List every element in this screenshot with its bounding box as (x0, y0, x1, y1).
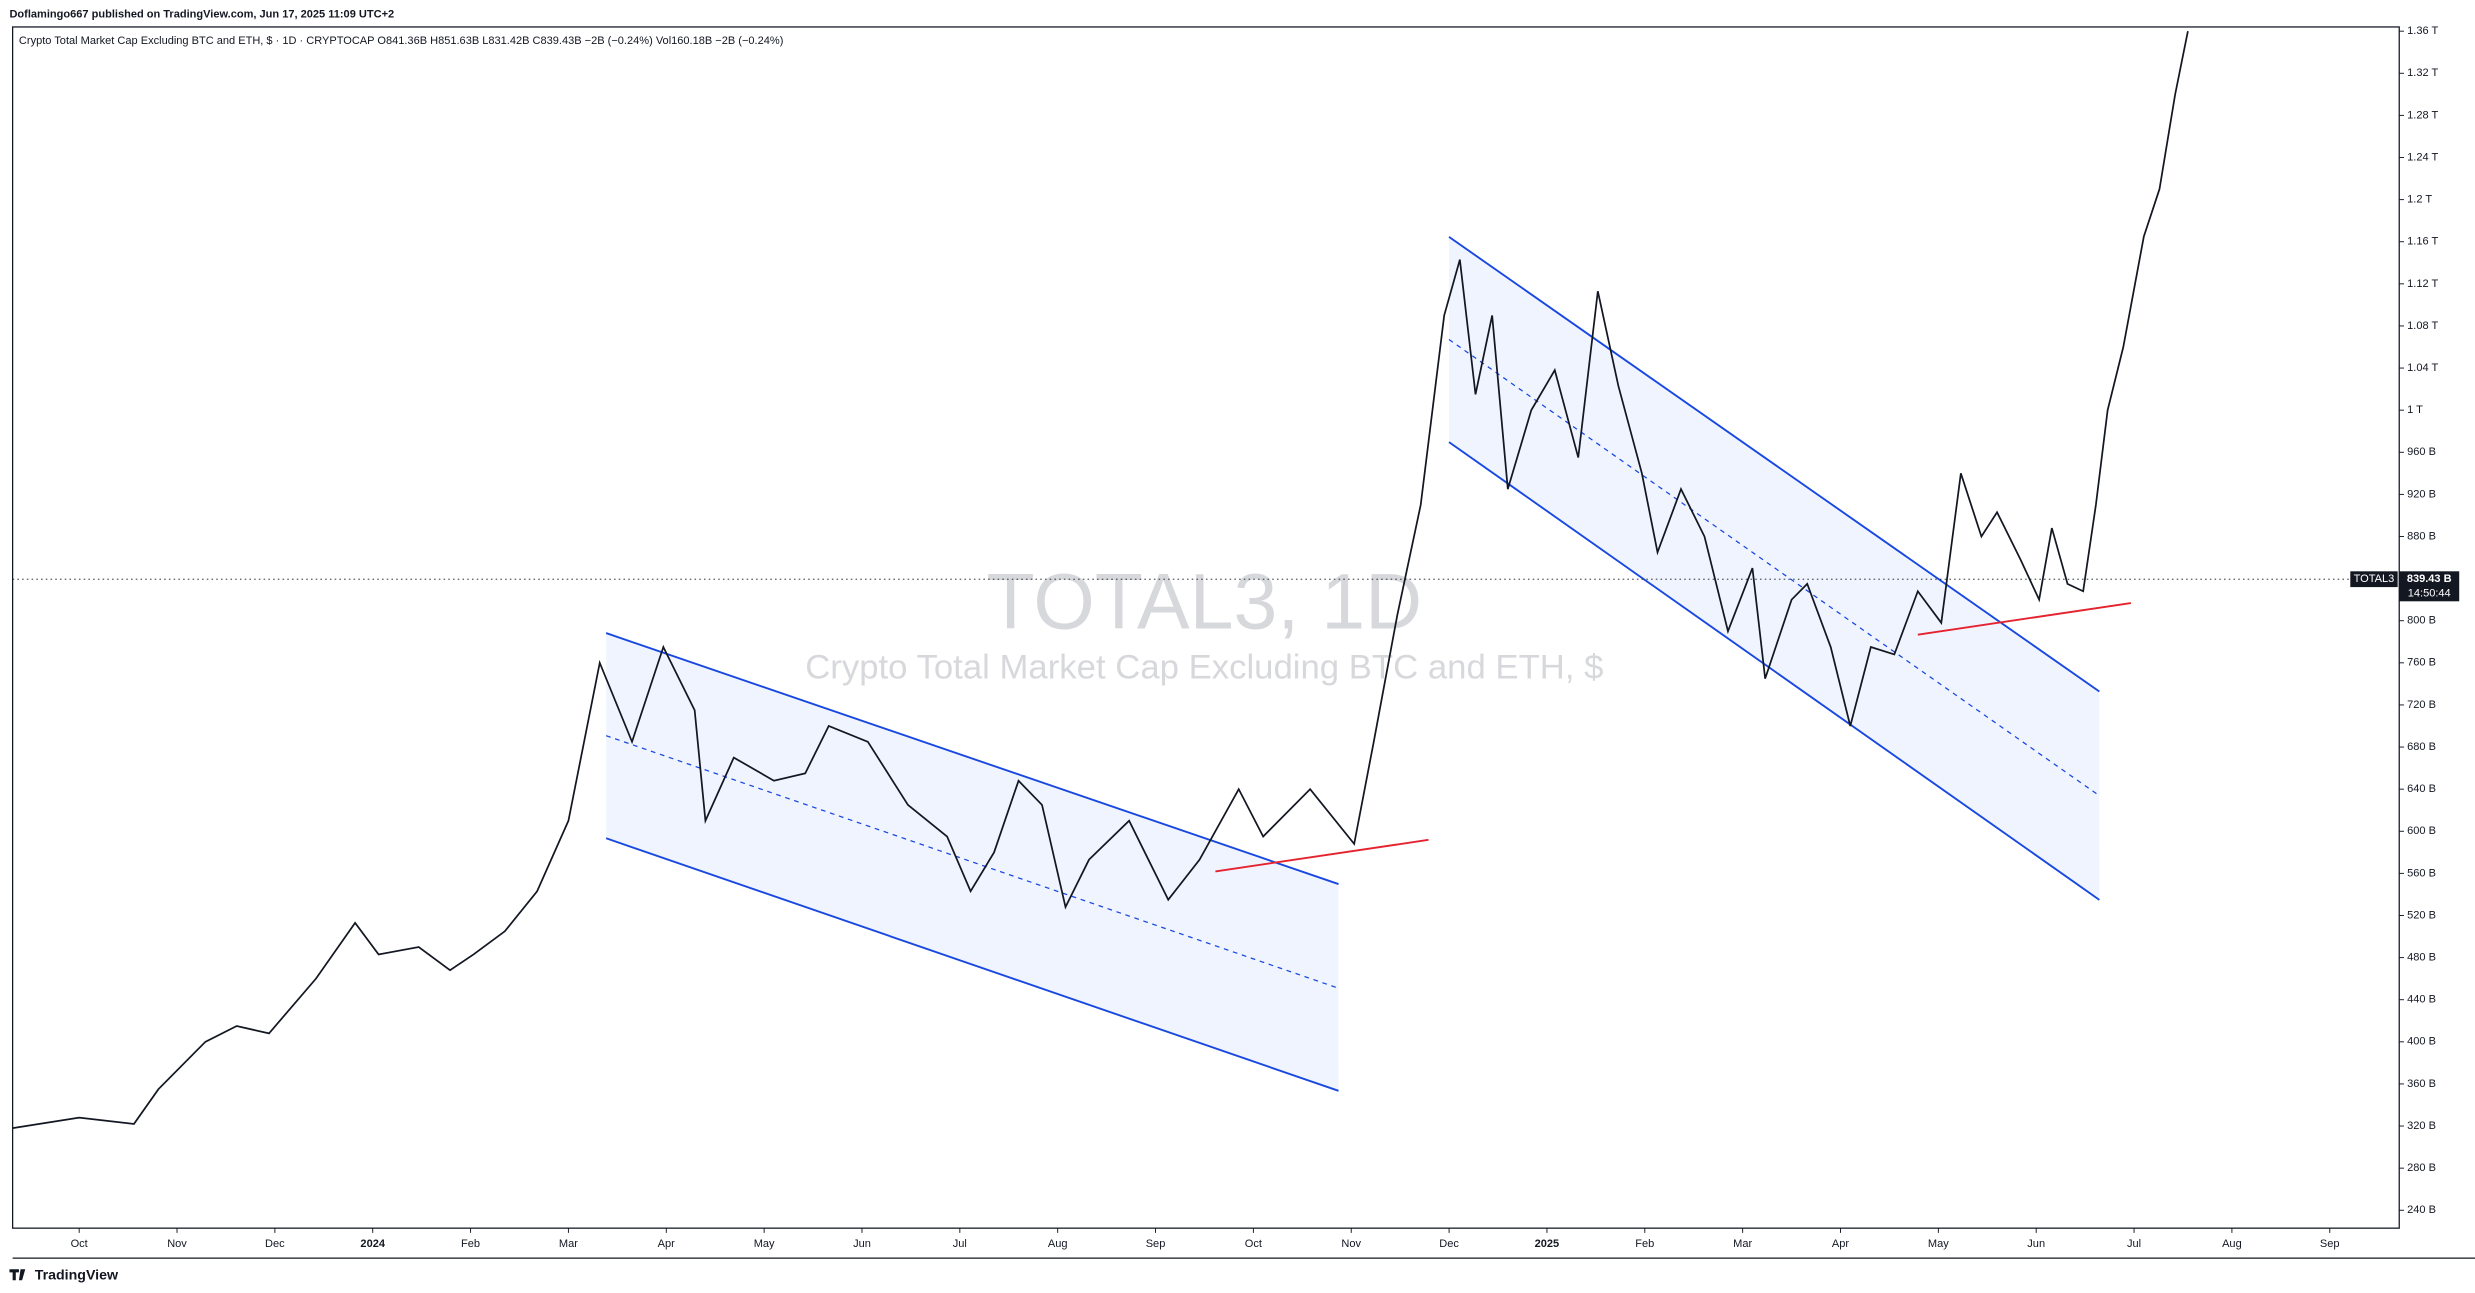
y-tick-label: 280 B (2407, 1162, 2436, 1174)
x-tick-label: Apr (658, 1238, 675, 1250)
y-tick-label: 1.08 T (2407, 320, 2438, 332)
y-tick-label: 1.12 T (2407, 278, 2438, 290)
x-tick-label: May (754, 1238, 775, 1250)
x-tick-label: Feb (461, 1238, 480, 1250)
x-tick-label: 2024 (360, 1238, 385, 1250)
support-line (1917, 602, 2132, 636)
y-tick-label: 920 B (2407, 488, 2436, 500)
y-tick-label: 880 B (2407, 530, 2436, 542)
x-tick-label: Feb (1635, 1238, 1654, 1250)
x-tick-label: Sep (2320, 1238, 2340, 1250)
x-tick-label: Dec (265, 1238, 285, 1250)
y-tick-label: 680 B (2407, 741, 2436, 753)
publisher: Doflamingo667 published on TradingView.c… (9, 8, 394, 20)
x-tick-label: Sep (1146, 1238, 1166, 1250)
channel-fill (1449, 236, 2100, 900)
y-tick-label: 480 B (2407, 952, 2436, 964)
price-line (12, 31, 2189, 1130)
symbol-tag-box (2350, 571, 2398, 588)
x-tick-label: Jul (953, 1238, 967, 1250)
y-tick-label: 960 B (2407, 446, 2436, 458)
y-tick-label: 600 B (2407, 825, 2436, 837)
brand-logo (9, 1269, 26, 1281)
x-tick-label: Mar (1733, 1238, 1752, 1250)
channel-mid (605, 735, 1339, 989)
x-tick-label: Apr (1832, 1238, 1849, 1250)
x-tick-label: Aug (2222, 1238, 2242, 1250)
y-tick-label: 1.16 T (2407, 236, 2438, 248)
channel-line (1448, 441, 2100, 901)
brand: TradingView (35, 1267, 119, 1283)
support-line (1215, 838, 1429, 873)
x-tick-label: Jun (853, 1238, 871, 1250)
y-tick-label: 360 B (2407, 1078, 2436, 1090)
channel-fill (606, 633, 1339, 1091)
watermark-subtitle: Crypto Total Market Cap Excluding BTC an… (805, 649, 1603, 687)
x-tick-label: May (1928, 1238, 1949, 1250)
x-tick-label: Mar (559, 1238, 578, 1250)
x-tick-label: Nov (167, 1238, 187, 1250)
x-tick-label: 2025 (1535, 1238, 1560, 1250)
y-tick-label: 400 B (2407, 1036, 2436, 1048)
y-tick-label: 1.04 T (2407, 362, 2438, 374)
y-tick-label: 240 B (2407, 1204, 2436, 1216)
x-tick-label: Dec (1439, 1238, 1459, 1250)
y-tick-label: 560 B (2407, 867, 2436, 879)
channel-line (605, 632, 1339, 885)
y-tick-label: 760 B (2407, 657, 2436, 669)
plot-frame (11, 26, 2400, 1229)
x-tick-label: Oct (71, 1238, 88, 1250)
watermark-title: TOTAL3, 1D (987, 558, 1423, 646)
y-tick-label: 1.36 T (2407, 25, 2438, 37)
symbol-tag: TOTAL3 (2354, 573, 2395, 585)
channel-line (1448, 236, 2100, 693)
x-tick-label: Jun (2027, 1238, 2045, 1250)
last-price-box (2399, 571, 2460, 602)
x-tick-label: Nov (1341, 1238, 1361, 1250)
y-tick-label: 520 B (2407, 909, 2436, 921)
channel-line (605, 837, 1339, 1092)
legend-text: Crypto Total Market Cap Excluding BTC an… (19, 35, 783, 47)
x-tick-label: Oct (1245, 1238, 1262, 1250)
y-tick-label: 720 B (2407, 699, 2436, 711)
countdown: 14:50:44 (2408, 587, 2451, 599)
last-price-label: 839.43 B (2407, 573, 2452, 585)
y-tick-label: 1.24 T (2407, 151, 2438, 163)
drawings (605, 236, 2132, 1092)
x-tick-label: Jul (2127, 1238, 2141, 1250)
y-tick-label: 440 B (2407, 994, 2436, 1006)
y-tick-label: 1.32 T (2407, 67, 2438, 79)
y-tick-label: 320 B (2407, 1120, 2436, 1132)
x-tick-label: Aug (1048, 1238, 1068, 1250)
y-tick-label: 1.2 T (2407, 194, 2432, 206)
y-tick-label: 1 T (2407, 404, 2423, 416)
y-tick-label: 1.28 T (2407, 109, 2438, 121)
y-tick-label: 800 B (2407, 615, 2436, 627)
y-tick-label: 640 B (2407, 783, 2436, 795)
